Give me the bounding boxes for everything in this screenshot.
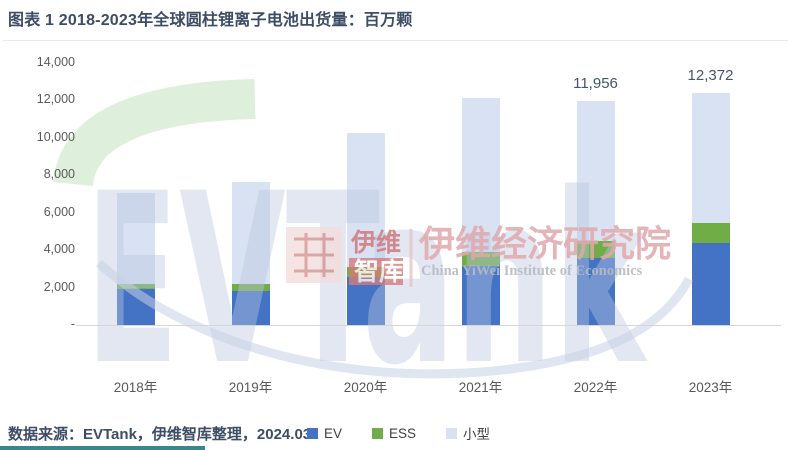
legend-label: EV [323,425,342,441]
bar-segment-小型-2019年 [231,181,270,285]
bar-segment-ESS-2019年 [231,284,270,291]
legend-item-EV: EV [306,425,342,441]
bar-segment-ESS-2020年 [346,266,385,278]
bar-segment-ESS-2018年 [116,284,155,290]
bar-segment-EV-2020年 [346,277,385,325]
bar-segment-小型-2020年 [346,133,385,267]
bottom-accent-bar [0,446,205,450]
bar-segment-ESS-2021年 [461,251,500,267]
x-axis-category-label: 2018年 [113,380,158,395]
bar-segment-EV-2023年 [691,243,730,325]
y-axis-tick-label: 12,000 [36,92,75,107]
x-axis-category-label: 2021年 [458,380,503,395]
legend-swatch-icon [372,427,383,439]
x-axis-category-label: 2022年 [573,380,618,395]
legend-swatch-icon [446,427,458,439]
bar-segment-小型-2018年 [116,192,155,285]
bar-segment-EV-2022年 [576,257,615,325]
page-title: 图表 1 2018-2023年全球圆柱锂离子电池出货量：百万颗 [8,12,413,29]
y-axis-tick-label: 14,000 [36,55,75,69]
x-axis-category-label: 2023年 [688,380,733,395]
legend-label: ESS [389,425,417,441]
legend-item-ESS: ESS [372,426,416,441]
bar-segment-EV-2019年 [231,290,270,325]
x-axis-category-label: 2019年 [228,380,273,395]
total-data-label: 12,372 [687,67,734,85]
x-axis-line [76,325,781,326]
y-axis-tick-label: 10,000 [36,129,75,144]
y-axis-tick-label: 6,000 [43,204,75,219]
bar-segment-EV-2018年 [116,289,155,325]
total-data-label: 11,956 [573,75,618,93]
source-note: 数据来源：EVTank，伊维智库整理，2024.03 [8,426,312,443]
legend-swatch-icon [306,427,318,439]
bar-segment-EV-2021年 [461,266,500,325]
y-axis-tick-label: 8,000 [43,167,75,182]
bar-segment-ESS-2022年 [576,240,615,258]
bar-segment-小型-2021年 [461,97,500,252]
chart-frame: EVTank 伊维 智库 伊维经济研究院 China YiWei Institu… [3,40,788,442]
plot-area: - 2,000 4,000 6,000 8,000 10,000 12,000 14,000 2… [3,41,788,419]
legend-item-小型: 小型 [446,423,490,443]
y-axis-tick-label: 2,000 [43,279,75,294]
legend: EV ESS 小型 [3,423,791,443]
x-axis-category-label: 2020年 [343,380,388,395]
y-axis-tick-label: - [70,317,75,331]
y-axis-tick-label: 4,000 [43,242,75,257]
bar-segment-ESS-2023年 [691,223,730,244]
bar-segment-小型-2023年 [691,93,730,223]
legend-label: 小型 [463,427,491,442]
bar-segment-小型-2022年 [576,101,615,241]
